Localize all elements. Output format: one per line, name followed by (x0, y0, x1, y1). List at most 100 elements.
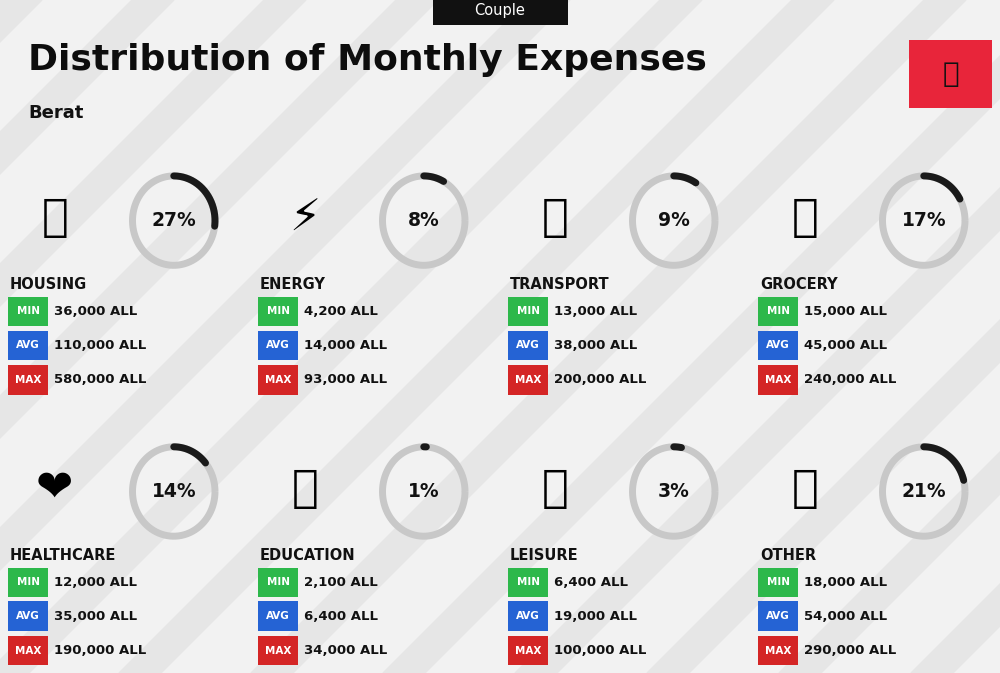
Text: 110,000 ALL: 110,000 ALL (54, 339, 146, 352)
FancyBboxPatch shape (758, 636, 798, 666)
Text: 18,000 ALL: 18,000 ALL (804, 576, 887, 589)
Text: 200,000 ALL: 200,000 ALL (554, 374, 646, 386)
Polygon shape (383, 0, 1000, 673)
Text: MIN: MIN (517, 306, 540, 316)
Text: MIN: MIN (17, 577, 40, 588)
Text: 27%: 27% (151, 211, 196, 230)
Text: AVG: AVG (766, 611, 790, 621)
Text: TRANSPORT: TRANSPORT (510, 277, 610, 292)
Text: MIN: MIN (767, 306, 790, 316)
Text: 38,000 ALL: 38,000 ALL (554, 339, 637, 352)
Polygon shape (251, 0, 966, 673)
Text: 🎓: 🎓 (292, 467, 318, 510)
Text: 1%: 1% (408, 482, 440, 501)
Text: GROCERY: GROCERY (760, 277, 838, 292)
FancyBboxPatch shape (8, 297, 48, 326)
Polygon shape (119, 0, 834, 673)
FancyBboxPatch shape (508, 636, 548, 666)
Text: 45,000 ALL: 45,000 ALL (804, 339, 887, 352)
Polygon shape (0, 0, 306, 673)
Text: MAX: MAX (15, 646, 41, 656)
Text: Berat: Berat (28, 104, 83, 122)
Text: 21%: 21% (901, 482, 946, 501)
Text: MAX: MAX (765, 646, 791, 656)
Text: ⚡: ⚡ (289, 197, 321, 240)
Polygon shape (0, 0, 174, 673)
Text: 3%: 3% (658, 482, 690, 501)
Text: 15,000 ALL: 15,000 ALL (804, 305, 887, 318)
Text: 580,000 ALL: 580,000 ALL (54, 374, 146, 386)
Text: MIN: MIN (267, 577, 290, 588)
Bar (432, 0, 568, 26)
Text: AVG: AVG (16, 341, 40, 350)
Text: AVG: AVG (516, 611, 540, 621)
Text: MAX: MAX (515, 375, 541, 385)
Text: 19,000 ALL: 19,000 ALL (554, 610, 637, 623)
Text: 36,000 ALL: 36,000 ALL (54, 305, 137, 318)
Text: 👛: 👛 (792, 467, 818, 510)
FancyBboxPatch shape (8, 567, 48, 597)
Text: MAX: MAX (765, 375, 791, 385)
Text: 100,000 ALL: 100,000 ALL (554, 644, 646, 658)
Text: 🏢: 🏢 (42, 197, 68, 240)
FancyBboxPatch shape (508, 365, 548, 394)
Text: MAX: MAX (15, 375, 41, 385)
Text: MIN: MIN (17, 306, 40, 316)
FancyBboxPatch shape (758, 330, 798, 360)
Text: LEISURE: LEISURE (510, 548, 579, 563)
Polygon shape (0, 0, 438, 673)
Text: MIN: MIN (767, 577, 790, 588)
FancyBboxPatch shape (8, 330, 48, 360)
Text: 35,000 ALL: 35,000 ALL (54, 610, 137, 623)
FancyBboxPatch shape (8, 636, 48, 666)
Text: 190,000 ALL: 190,000 ALL (54, 644, 146, 658)
Text: 240,000 ALL: 240,000 ALL (804, 374, 896, 386)
Text: 14%: 14% (151, 482, 196, 501)
Text: MAX: MAX (265, 375, 291, 385)
Text: HOUSING: HOUSING (10, 277, 87, 292)
Text: AVG: AVG (516, 341, 540, 350)
FancyBboxPatch shape (258, 567, 298, 597)
Text: 🦅: 🦅 (942, 60, 959, 87)
Polygon shape (911, 0, 1000, 673)
Text: AVG: AVG (266, 611, 290, 621)
FancyBboxPatch shape (758, 365, 798, 394)
Text: 12,000 ALL: 12,000 ALL (54, 576, 137, 589)
FancyBboxPatch shape (258, 602, 298, 631)
FancyBboxPatch shape (258, 636, 298, 666)
Text: 9%: 9% (658, 211, 690, 230)
FancyBboxPatch shape (508, 330, 548, 360)
Polygon shape (515, 0, 1000, 673)
Text: HEALTHCARE: HEALTHCARE (10, 548, 116, 563)
FancyBboxPatch shape (8, 365, 48, 394)
Polygon shape (779, 0, 1000, 673)
Text: ❤️: ❤️ (36, 467, 74, 510)
FancyBboxPatch shape (758, 297, 798, 326)
Text: OTHER: OTHER (760, 548, 816, 563)
Text: AVG: AVG (266, 341, 290, 350)
Text: 6,400 ALL: 6,400 ALL (554, 576, 628, 589)
Text: 290,000 ALL: 290,000 ALL (804, 644, 896, 658)
Text: Couple: Couple (475, 3, 525, 18)
Text: 🛒: 🛒 (792, 197, 818, 240)
Text: ENERGY: ENERGY (260, 277, 326, 292)
Text: 🚌: 🚌 (542, 197, 568, 240)
Polygon shape (0, 0, 570, 673)
Polygon shape (0, 0, 702, 673)
Text: AVG: AVG (766, 341, 790, 350)
FancyBboxPatch shape (8, 602, 48, 631)
Text: 93,000 ALL: 93,000 ALL (304, 374, 387, 386)
Bar (909, 40, 992, 108)
Text: 8%: 8% (408, 211, 440, 230)
Text: 2,100 ALL: 2,100 ALL (304, 576, 378, 589)
Text: MAX: MAX (265, 646, 291, 656)
FancyBboxPatch shape (508, 297, 548, 326)
Text: 54,000 ALL: 54,000 ALL (804, 610, 887, 623)
Text: EDUCATION: EDUCATION (260, 548, 356, 563)
Text: 🛍️: 🛍️ (542, 467, 568, 510)
FancyBboxPatch shape (508, 567, 548, 597)
FancyBboxPatch shape (258, 297, 298, 326)
Polygon shape (647, 0, 1000, 673)
Text: AVG: AVG (16, 611, 40, 621)
FancyBboxPatch shape (758, 567, 798, 597)
